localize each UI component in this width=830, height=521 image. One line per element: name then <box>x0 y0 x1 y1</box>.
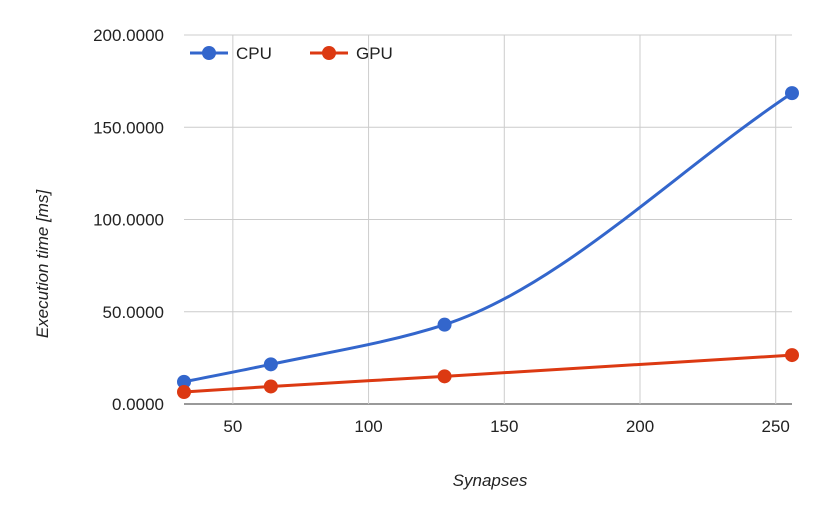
gpu-data-point[interactable] <box>263 379 278 394</box>
gpu-data-point[interactable] <box>785 348 799 363</box>
cpu-data-point[interactable] <box>437 317 452 332</box>
y-tick-label: 100.0000 <box>93 211 164 230</box>
x-tick-label: 150 <box>490 417 518 436</box>
y-tick-label: 200.0000 <box>93 26 164 45</box>
legend-item-gpu[interactable]: GPU <box>310 44 393 63</box>
y-axis-tick-labels: 0.0000 50.0000 100.0000 150.0000 200.0000 <box>93 26 164 414</box>
series-layer <box>177 86 799 400</box>
x-tick-label: 50 <box>223 417 242 436</box>
gpu-data-point[interactable] <box>177 385 191 400</box>
cpu-data-point[interactable] <box>263 357 278 372</box>
y-tick-label: 50.0000 <box>103 303 164 322</box>
cpu-data-point[interactable] <box>785 86 799 101</box>
cpu-series-line <box>182 91 794 384</box>
gpu-data-point[interactable] <box>437 369 452 384</box>
gpu-series-line <box>182 353 794 394</box>
legend-swatch-marker <box>322 46 336 60</box>
y-tick-label: 0.0000 <box>112 395 164 414</box>
x-axis-tick-labels: 50 100 150 200 250 <box>223 417 790 436</box>
legend-item-cpu[interactable]: CPU <box>190 44 272 63</box>
y-tick-label: 150.0000 <box>93 118 164 137</box>
x-tick-label: 100 <box>354 417 382 436</box>
legend-label: CPU <box>236 44 272 63</box>
legend-label: GPU <box>356 44 393 63</box>
legend: CPU GPU <box>190 44 393 63</box>
x-axis-title: Synapses <box>453 471 528 490</box>
grid-layer <box>184 34 792 405</box>
x-tick-label: 250 <box>762 417 790 436</box>
y-axis-title: Execution time [ms] <box>33 189 52 339</box>
legend-swatch-marker <box>202 46 216 60</box>
x-tick-label: 200 <box>626 417 654 436</box>
cpu-data-point[interactable] <box>177 374 191 389</box>
